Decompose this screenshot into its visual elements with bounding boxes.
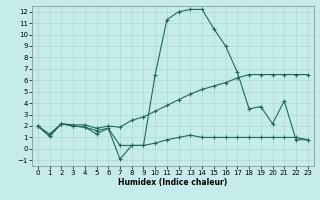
X-axis label: Humidex (Indice chaleur): Humidex (Indice chaleur) [118,178,228,187]
